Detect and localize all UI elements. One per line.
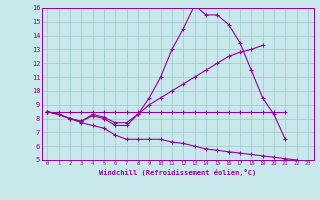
X-axis label: Windchill (Refroidissement éolien,°C): Windchill (Refroidissement éolien,°C) [99,169,256,176]
